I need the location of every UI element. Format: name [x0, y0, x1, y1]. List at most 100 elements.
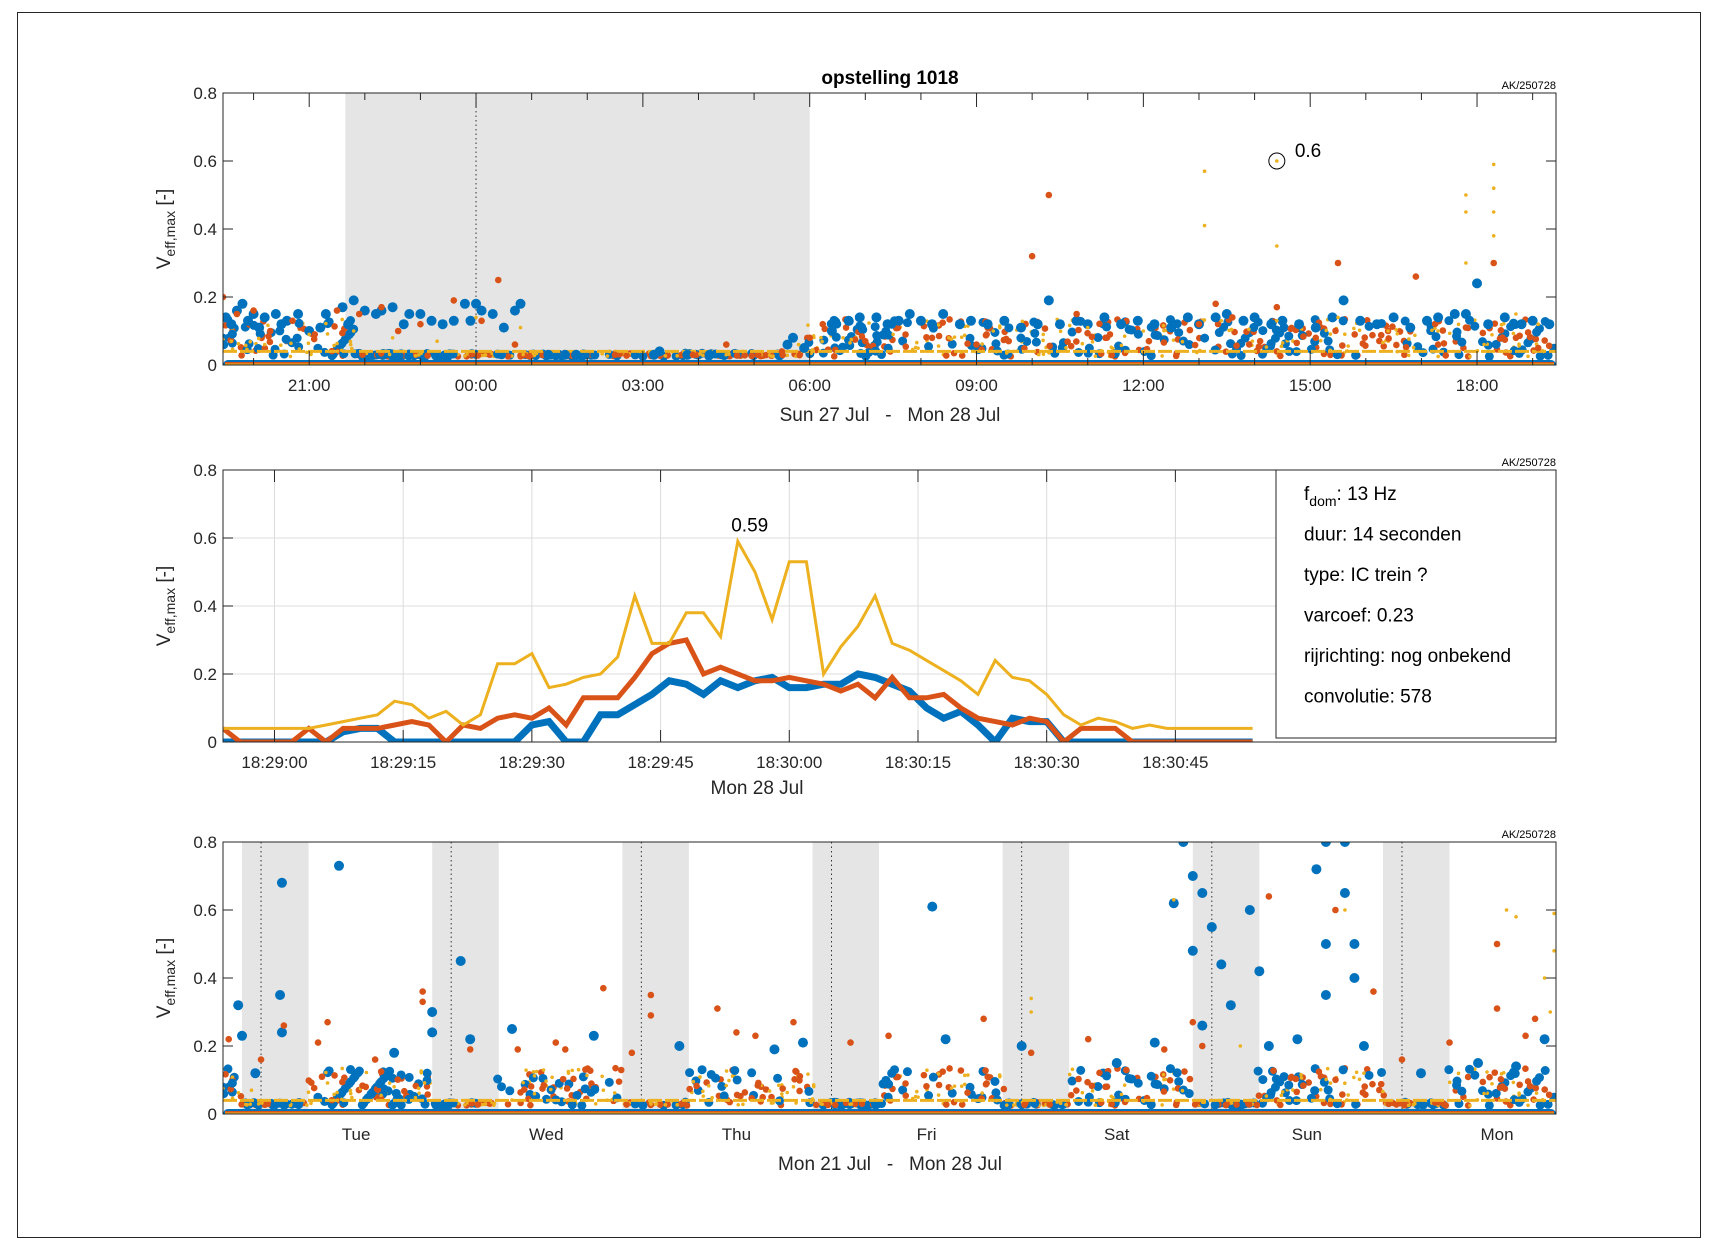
data-point-yellow [518, 325, 523, 330]
x-axis: 21:00 00:00 03:00 06:00 09:00 12:00 15:00 18:00 [253, 93, 1534, 395]
data-point [292, 333, 302, 343]
data-point [306, 341, 311, 345]
data-point [387, 1081, 392, 1085]
data-point [1122, 1066, 1130, 1074]
data-point [685, 1068, 695, 1078]
night-bands [242, 842, 1450, 1114]
stamp-label: AK/250728 [1502, 829, 1556, 841]
data-point [1067, 342, 1075, 350]
data-point [1004, 323, 1014, 333]
data-point [1343, 332, 1347, 337]
data-point [924, 1091, 934, 1101]
y-tick-label: 0.8 [193, 461, 217, 480]
data-point-red [257, 1056, 265, 1063]
data-point [612, 1064, 619, 1072]
data-point-blue [893, 315, 904, 326]
data-point [1093, 354, 1098, 359]
data-point-blue [1511, 1061, 1522, 1072]
data-point-blue [1339, 888, 1350, 898]
data-point [991, 339, 1001, 349]
info-value: : 578 [1390, 687, 1432, 708]
data-point [1016, 333, 1026, 343]
data-point-blue [1349, 939, 1360, 949]
data-point-blue [1294, 319, 1305, 330]
data-point-yellow [1504, 908, 1509, 912]
data-point-blue [226, 319, 237, 330]
info-key: varcoef [1304, 606, 1367, 627]
data-point [991, 1088, 1001, 1098]
data-point [1067, 1076, 1077, 1086]
data-point [1124, 324, 1134, 334]
x-axis-label: Sun 27 Jul - Mon 28 Jul [780, 405, 1001, 426]
data-point [1287, 325, 1295, 333]
data-point-yellow [474, 315, 478, 320]
data-point-yellow [1202, 223, 1207, 228]
data-point [1122, 334, 1127, 338]
info-key: convolutie [1304, 687, 1390, 708]
data-point [1380, 1091, 1388, 1099]
data-point-blue [1433, 312, 1444, 323]
data-point [1058, 1101, 1063, 1106]
data-point [1484, 351, 1494, 361]
data-point-blue [509, 305, 520, 316]
data-point [385, 1066, 395, 1076]
data-point [1346, 1093, 1350, 1097]
data-point [413, 1095, 418, 1100]
data-point [305, 1103, 309, 1107]
data-point [566, 1069, 571, 1074]
data-point-red [885, 1032, 892, 1040]
data-point [902, 331, 909, 338]
data-point [1339, 1091, 1346, 1098]
data-point [1470, 321, 1480, 331]
data-point [340, 1066, 345, 1071]
data-point [842, 324, 850, 331]
data-point [1058, 329, 1063, 334]
data-point-blue [882, 319, 893, 330]
data-point [1036, 352, 1041, 357]
data-point-red [1312, 334, 1320, 342]
data-point [1543, 1099, 1553, 1109]
data-point [1457, 337, 1467, 347]
y-tick-label: 0.8 [193, 84, 217, 103]
x-axis: Tue Wed Thu Fri Sat Sun Mon [342, 1125, 1514, 1144]
data-point [928, 1072, 938, 1082]
data-point-blue [427, 1027, 438, 1038]
data-point [706, 1084, 711, 1088]
data-point [379, 1093, 383, 1098]
data-point-red [1398, 1056, 1406, 1063]
data-point [236, 341, 241, 346]
data-point [1021, 1101, 1028, 1109]
data-point-red [778, 348, 786, 355]
data-point [675, 354, 679, 358]
peak-value-label: 0.59 [731, 515, 768, 536]
night-band [1002, 842, 1070, 1114]
data-point [544, 1079, 548, 1083]
data-point-red [689, 351, 697, 359]
data-point [340, 317, 345, 322]
data-point-blue [320, 309, 331, 319]
data-point-blue [471, 298, 482, 309]
data-point [952, 335, 957, 339]
data-point-yellow [1436, 329, 1440, 333]
data-point [420, 1099, 430, 1109]
data-point [309, 352, 313, 357]
data-point [223, 340, 229, 350]
data-point [984, 1073, 991, 1081]
data-point [265, 333, 272, 340]
info-line: convolutie: 578 [1304, 687, 1432, 708]
data-point [1486, 1073, 1493, 1081]
data-point [741, 1089, 749, 1096]
data-point [867, 321, 871, 325]
data-point-red [494, 276, 502, 284]
data-point [332, 343, 336, 348]
data-point [959, 1084, 964, 1089]
data-point-red [466, 1046, 474, 1053]
data-point-blue [1225, 1000, 1236, 1011]
x-tick-label: 18:30:15 [885, 753, 951, 772]
data-point [1516, 1081, 1523, 1089]
data-point [1318, 338, 1323, 343]
data-point [1351, 350, 1361, 360]
data-point [260, 1101, 264, 1105]
data-point [1485, 1070, 1489, 1074]
data-point [698, 1075, 702, 1079]
